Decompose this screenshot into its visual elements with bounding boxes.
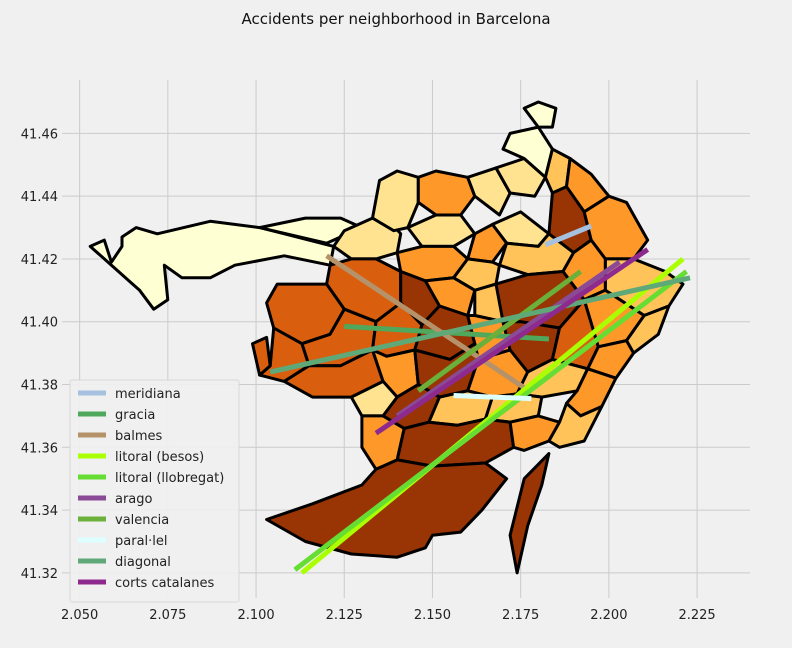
x-tick-label: 2.050: [61, 608, 98, 623]
street-lines: [269, 223, 691, 575]
series-line-valencia: [416, 269, 583, 393]
neighborhood-regions: [88, 100, 685, 575]
chart-title: Accidents per neighborhood in Barcelona: [241, 10, 550, 28]
series-line-arago: [395, 260, 621, 418]
series-line-balmes: [325, 253, 533, 395]
neighborhood-region-24: [423, 276, 477, 317]
x-tick-label: 2.175: [502, 608, 539, 623]
series-line-paral-lel: [453, 393, 532, 402]
legend-label: litoral (llobregat): [115, 471, 224, 486]
legend-label: diagonal: [115, 555, 171, 570]
y-tick-label: 41.36: [21, 441, 58, 456]
y-tick-label: 41.44: [21, 190, 58, 205]
neighborhood-region-53: [265, 458, 509, 559]
y-tick-label: 41.40: [21, 316, 58, 331]
neighborhood-region-9: [522, 100, 558, 129]
x-tick-label: 2.125: [326, 608, 363, 623]
y-tick-label: 41.42: [21, 253, 58, 268]
neighborhood-region-17: [466, 222, 509, 264]
neighborhood-region-32: [251, 335, 272, 377]
series-line-litoral-besos-: [300, 256, 685, 575]
x-tick-label: 2.075: [149, 608, 186, 623]
y-tick-label: 41.46: [21, 127, 58, 142]
x-tick-label: 2.100: [237, 608, 274, 623]
neighborhood-region-4: [371, 169, 420, 233]
series-line-diagonal: [269, 275, 691, 375]
legend-label: litoral (besos): [115, 450, 204, 465]
y-tick-label: 41.34: [21, 504, 58, 519]
x-tick-label: 2.150: [414, 608, 451, 623]
y-tick-label: 41.32: [21, 567, 58, 582]
neighborhood-region-39: [586, 339, 636, 380]
neighborhood-region-54: [508, 452, 551, 575]
legend-label: corts catalanes: [115, 576, 214, 591]
series-line-litoral-llobregat-: [293, 269, 689, 572]
legend-label: arago: [115, 492, 153, 507]
legend-label: balmes: [115, 429, 162, 444]
neighborhood-region-6: [466, 166, 512, 217]
legend: meridiana gracia balmes litoral (besos) lito…: [69, 379, 240, 603]
legend-label: meridiana: [115, 387, 181, 402]
neighborhood-region-52: [547, 401, 604, 449]
legend-label: valencia: [115, 513, 169, 528]
neighborhood-region-50: [395, 417, 516, 468]
x-tick-label: 2.200: [590, 608, 627, 623]
y-tick-label: 41.38: [21, 379, 58, 394]
legend-label: paral·lel: [115, 534, 168, 549]
series-line-corts-catalanes: [374, 247, 650, 436]
neighborhood-region-5: [416, 169, 477, 217]
y-axis-ticks: 41.32 41.34 41.36 41.38 41.40 41.42 41.44 41.46: [21, 127, 58, 582]
x-tick-label: 2.225: [678, 608, 715, 623]
legend-box: [69, 379, 240, 603]
neighborhood-region-16: [406, 213, 477, 248]
x-axis-ticks: 2.050 2.075 2.100 2.125 2.150 2.175 2.200 2.225: [61, 608, 716, 623]
neighborhood-region-28: [625, 304, 671, 355]
series-line-meridiana: [544, 223, 593, 248]
legend-label: gracia: [115, 408, 155, 423]
